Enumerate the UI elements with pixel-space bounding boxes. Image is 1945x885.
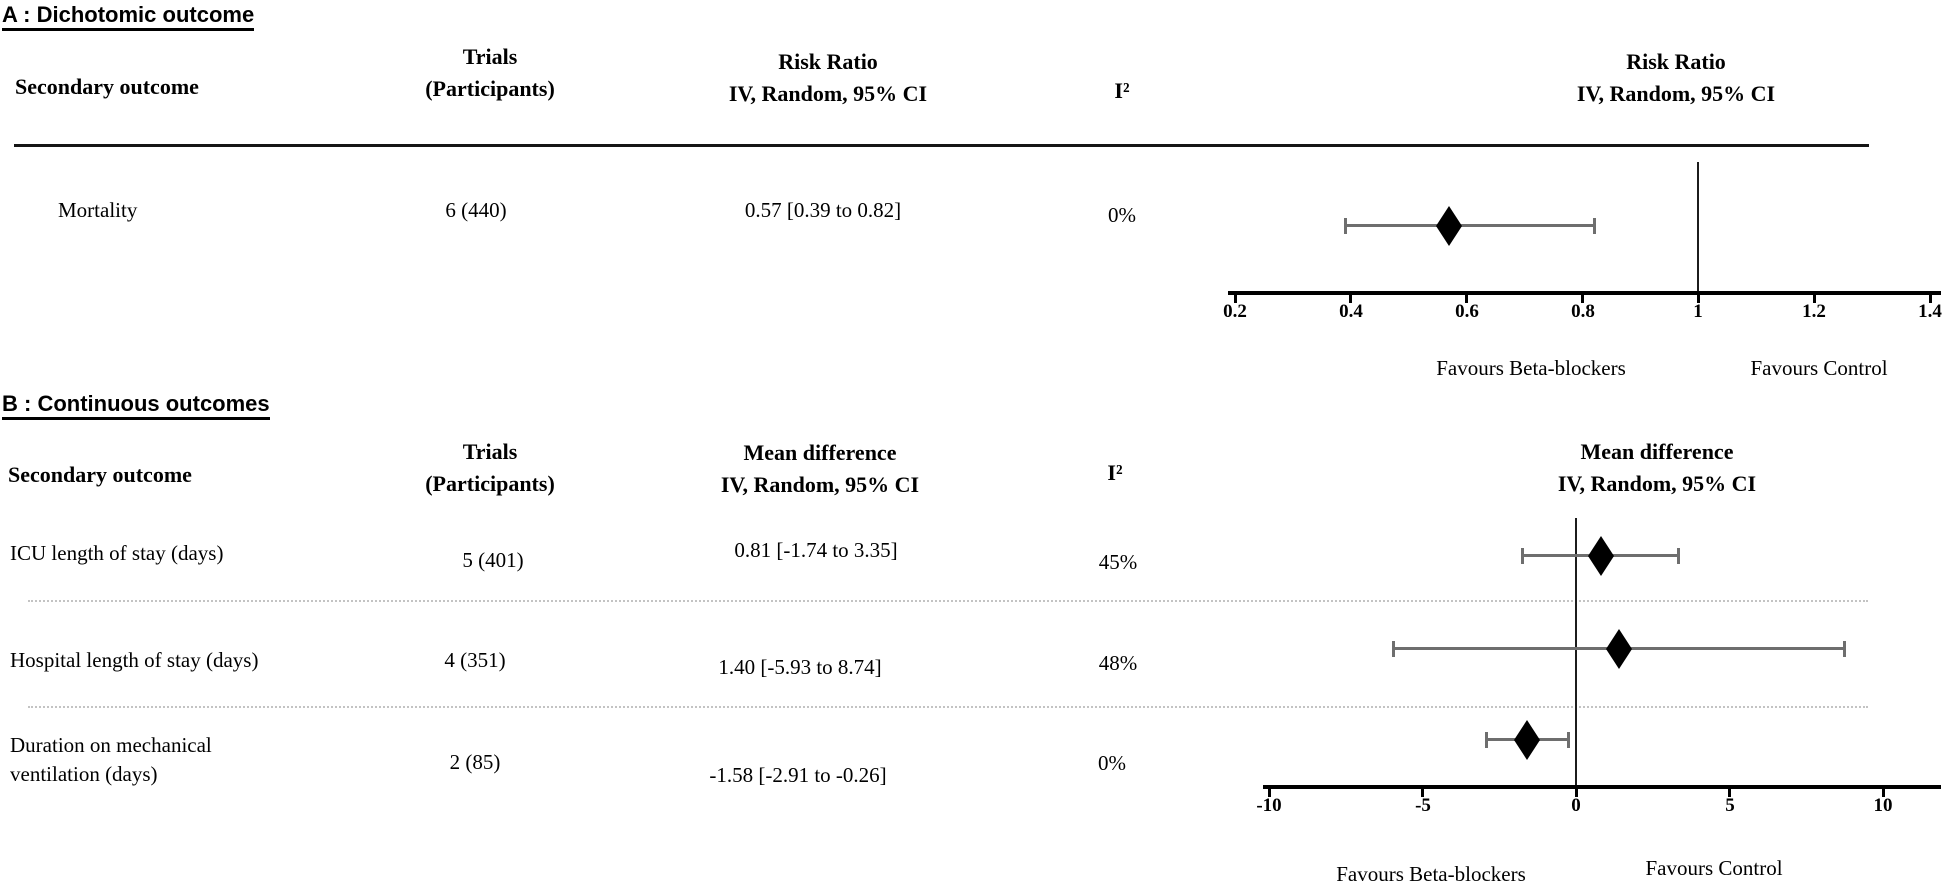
panel-a-header-plot-line1: Risk Ratio [1626, 49, 1726, 74]
panel-b-header-effect-line2: IV, Random, 95% CI [720, 472, 920, 497]
confidence-interval-cap-left [1344, 218, 1347, 234]
x-axis-tick-label: 0.4 [1339, 301, 1363, 322]
confidence-interval-cap-right [1593, 218, 1596, 234]
confidence-interval-cap-right [1567, 732, 1570, 748]
panel-a-row-mortality-i2: 0% [1108, 203, 1136, 227]
panel-b-row-separator-1 [28, 600, 1868, 602]
effect-estimate-diamond [1606, 629, 1632, 669]
panel-a-row-mortality-label: Mortality [58, 198, 138, 222]
panel-a-header-trials: Trials (Participants) [340, 41, 640, 105]
panel-a-row-mortality-effect: 0.57 [0.39 to 0.82] [744, 198, 902, 222]
panel-b-row-separator-2 [28, 706, 1868, 708]
panel-b-row-hospital-label: Hospital length of stay (days) [10, 648, 259, 672]
panel-b-favours-right-label: Favours Control [1645, 856, 1783, 880]
panel-b-favours-left-label: Favours Beta-blockers [1336, 862, 1526, 885]
panel-a-header-trials-line2: (Participants) [425, 76, 555, 101]
confidence-interval-cap-left [1521, 548, 1524, 564]
x-axis-tick-label: 0.2 [1223, 301, 1247, 322]
confidence-interval-line [1523, 554, 1679, 557]
panel-a-header-effect-line2: IV, Random, 95% CI [728, 81, 928, 106]
effect-estimate-diamond [1436, 206, 1462, 246]
panel-b-row-ventilation-label-line2: ventilation (days) [10, 762, 158, 786]
panel-b-row-ventilation-effect: -1.58 [-2.91 to -0.26] [709, 763, 887, 787]
confidence-interval-line [1394, 647, 1844, 650]
confidence-interval-cap-right [1843, 641, 1846, 657]
effect-estimate-diamond [1514, 720, 1540, 760]
panel-b-header-trials-line2: (Participants) [425, 471, 555, 496]
panel-a-favours-right-label: Favours Control [1750, 356, 1888, 380]
panel-b-header-plot-line2: IV, Random, 95% CI [1557, 471, 1757, 496]
x-axis-tick-label: 0 [1571, 795, 1581, 816]
panel-a-title: A : Dichotomic outcome [2, 3, 255, 31]
x-axis-tick-label: -10 [1256, 795, 1282, 816]
panel-b-row-icu-trials: 5 (401) [462, 548, 524, 572]
x-axis-tick [1929, 291, 1932, 303]
x-axis-tick [1349, 291, 1352, 303]
panel-a-header-separator [14, 144, 1869, 147]
panel-b-header-plot: Mean difference IV, Random, 95% CI [1477, 436, 1837, 500]
confidence-interval-cap-left [1392, 641, 1395, 657]
x-axis-tick-label: 1.2 [1802, 301, 1826, 322]
x-axis-tick [1813, 291, 1816, 303]
panel-a-favours-left-label: Favours Beta-blockers [1436, 356, 1626, 380]
panel-b-row-hospital-i2: 48% [1098, 651, 1138, 675]
panel-a-header-plot: Risk Ratio IV, Random, 95% CI [1496, 46, 1856, 110]
panel-a-row-mortality-trials: 6 (440) [445, 198, 507, 222]
panel-b-row-ventilation-label-line1: Duration on mechanical [10, 733, 212, 757]
x-axis-tick [1697, 291, 1700, 303]
panel-b-row-ventilation-trials: 2 (85) [449, 750, 501, 774]
confidence-interval-cap-right [1677, 548, 1680, 564]
panel-b-row-icu-label: ICU length of stay (days) [10, 541, 224, 565]
x-axis-line [1263, 785, 1941, 789]
x-axis-tick-label: -5 [1415, 795, 1431, 816]
x-axis-tick-label: 1.4 [1918, 301, 1942, 322]
x-axis-tick [1728, 785, 1731, 797]
reference-line [1697, 162, 1700, 294]
x-axis-tick [1268, 785, 1271, 797]
x-axis-tick [1581, 291, 1584, 303]
x-axis-tick [1421, 785, 1424, 797]
x-axis-tick-label: 5 [1725, 795, 1735, 816]
x-axis-tick-label: 0.8 [1571, 301, 1595, 322]
confidence-interval-line [1487, 738, 1568, 741]
panel-b-row-hospital-effect: 1.40 [-5.93 to 8.74] [718, 655, 882, 679]
confidence-interval-line [1345, 224, 1594, 227]
x-axis-tick [1465, 291, 1468, 303]
panel-b-header-effect: Mean difference IV, Random, 95% CI [640, 437, 1000, 501]
panel-b-row-hospital-trials: 4 (351) [444, 648, 506, 672]
panel-a-header-effect-line1: Risk Ratio [778, 49, 878, 74]
confidence-interval-cap-left [1485, 732, 1488, 748]
panel-b-header-i2: I² [1107, 460, 1123, 485]
panel-a-header-trials-line1: Trials [462, 44, 518, 69]
x-axis-tick [1234, 291, 1237, 303]
x-axis-tick-label: 0.6 [1455, 301, 1479, 322]
panel-b-header-trials-line1: Trials [462, 439, 518, 464]
panel-a-header-effect: Risk Ratio IV, Random, 95% CI [648, 46, 1008, 110]
x-axis-tick-label: 10 [1873, 795, 1893, 816]
panel-b-row-icu-i2: 45% [1098, 550, 1138, 574]
effect-estimate-diamond [1588, 536, 1614, 576]
x-axis-tick [1882, 785, 1885, 797]
panel-b-title: B : Continuous outcomes [2, 392, 270, 420]
panel-b-row-ventilation-i2: 0% [1098, 751, 1126, 775]
panel-a-header-i2: I² [1114, 78, 1130, 103]
panel-b-header-plot-line1: Mean difference [1580, 439, 1734, 464]
panel-a-header-plot-line2: IV, Random, 95% CI [1576, 81, 1776, 106]
x-axis-tick-label: 1 [1693, 301, 1703, 322]
x-axis-line [1228, 291, 1941, 295]
x-axis-tick [1575, 785, 1578, 797]
panel-b-row-icu-effect: 0.81 [-1.74 to 3.35] [734, 538, 898, 562]
panel-b-header-effect-line1: Mean difference [743, 440, 897, 465]
reference-line [1575, 518, 1577, 788]
panel-b-row-ventilation-label: Duration on mechanical ventilation (days… [10, 731, 212, 789]
panel-b-header-trials: Trials (Participants) [340, 436, 640, 500]
panel-a-header-outcome: Secondary outcome [15, 74, 199, 99]
panel-b-header-outcome: Secondary outcome [8, 462, 192, 487]
